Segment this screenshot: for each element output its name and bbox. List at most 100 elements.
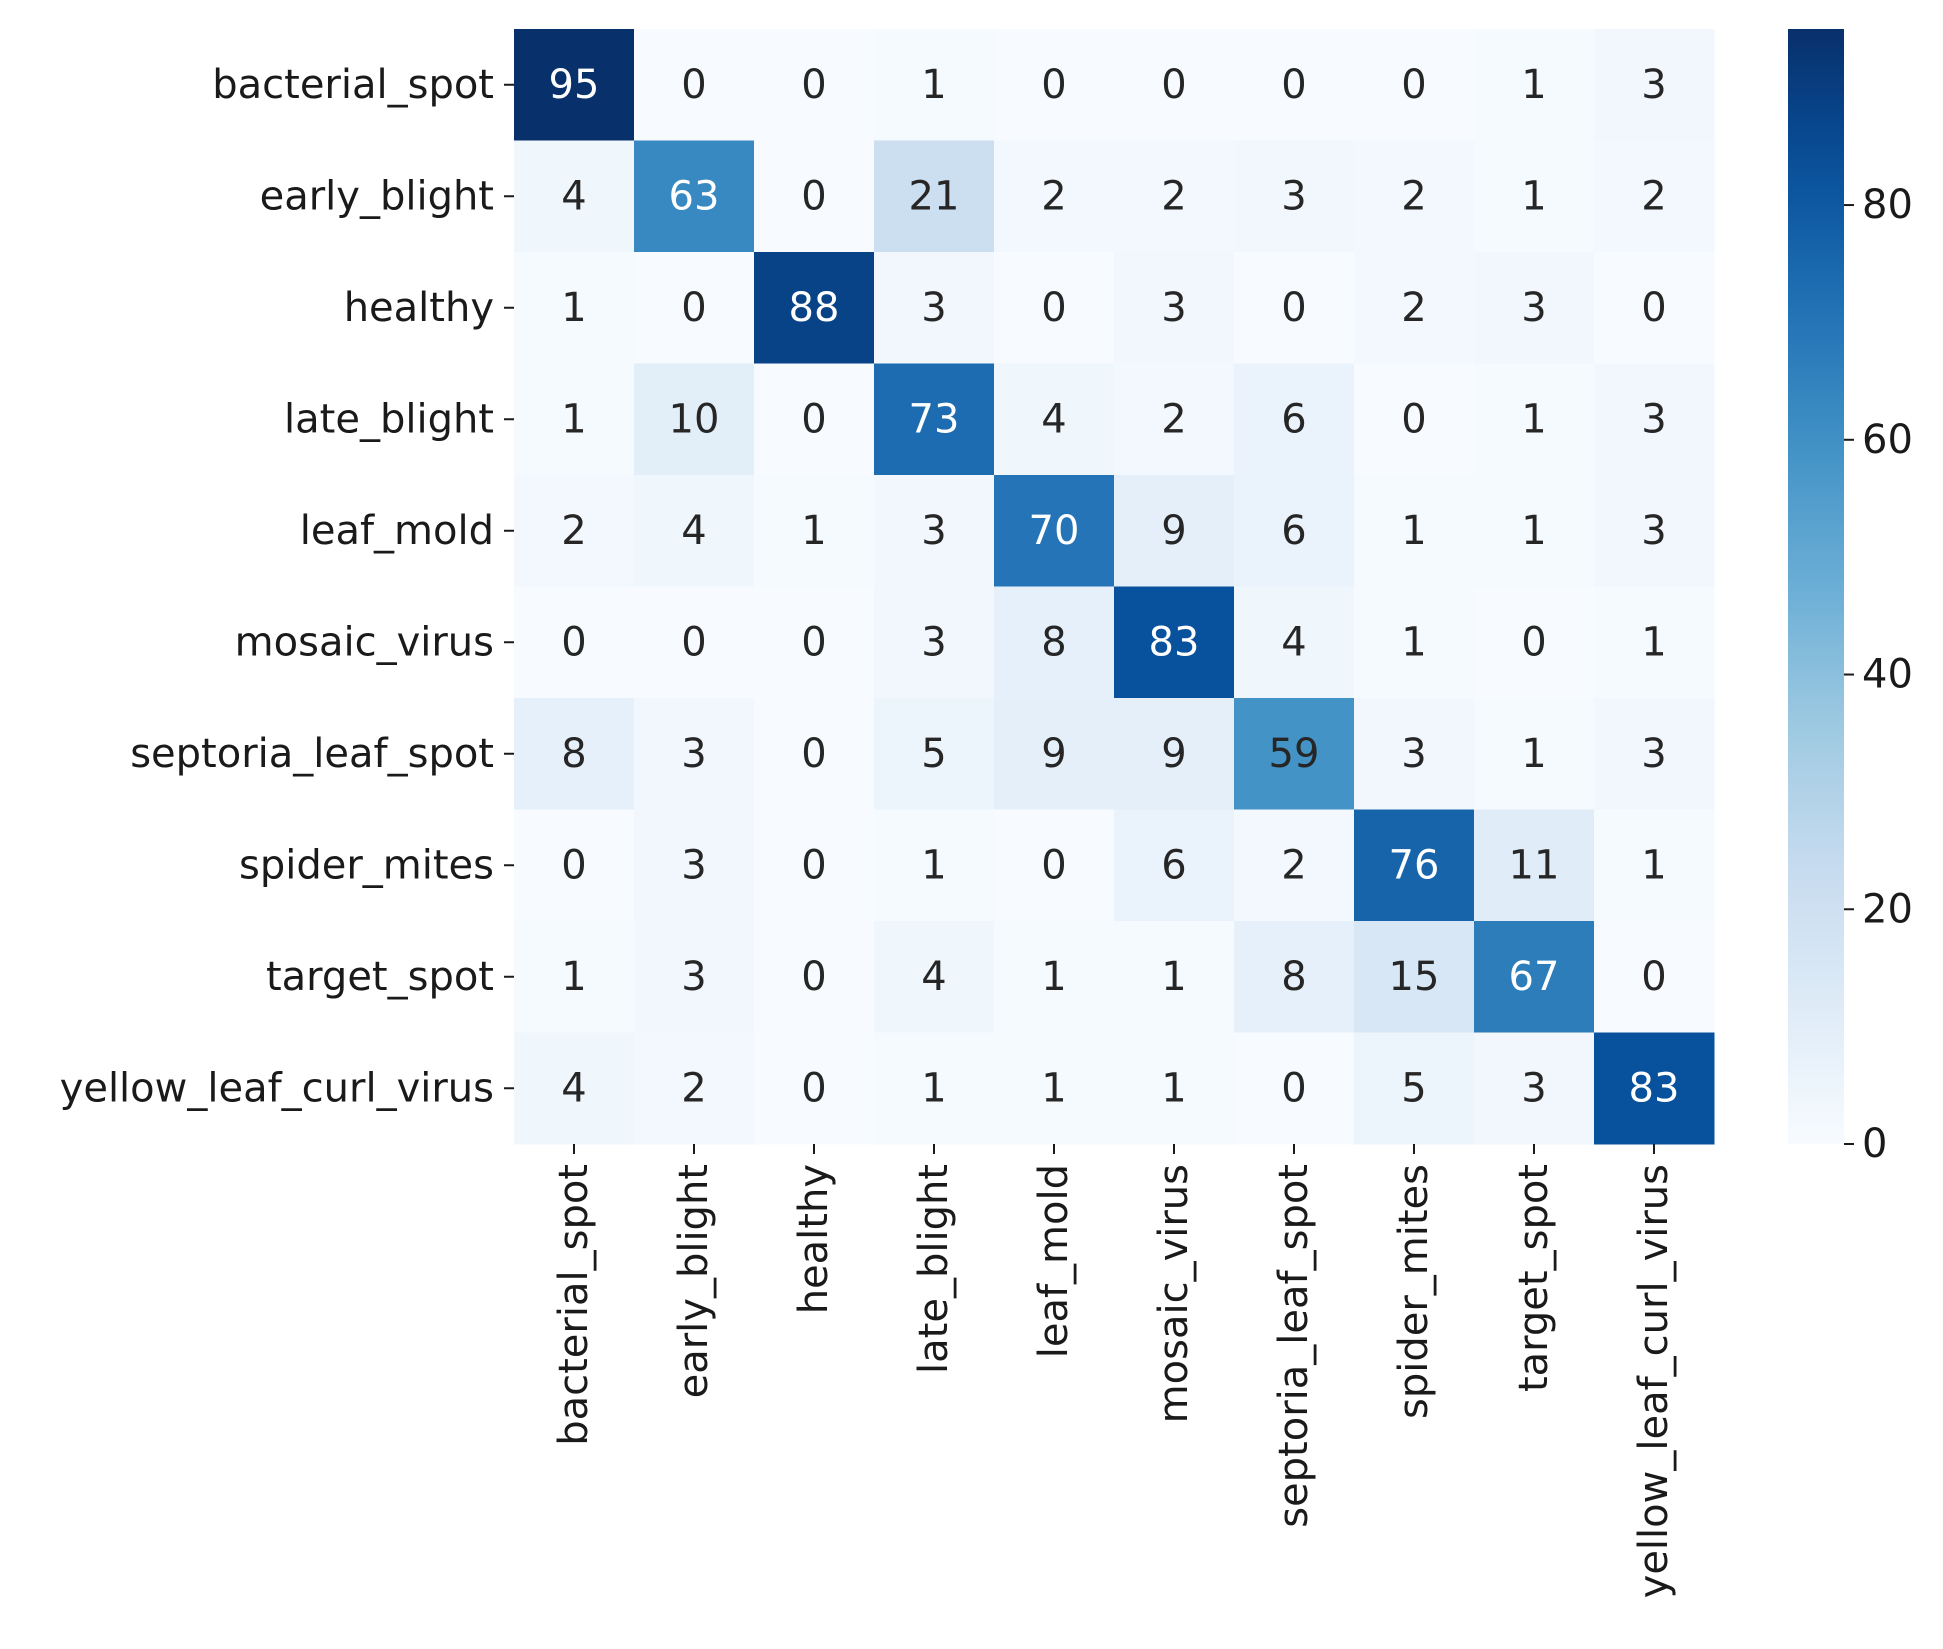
cell-value-yellow_leaf_curl_virus-bacterial_spot: 4	[561, 1065, 586, 1111]
cell-value-yellow_leaf_curl_virus-yellow_leaf_curl_virus: 83	[1629, 1065, 1680, 1111]
cell-late_blight-target_spot	[1474, 363, 1595, 476]
cell-spider_mites-yellow_leaf_curl_virus	[1594, 809, 1715, 922]
cell-value-healthy-spider_mites: 2	[1401, 285, 1426, 331]
cell-mosaic_virus-yellow_leaf_curl_virus	[1594, 586, 1715, 699]
cell-value-spider_mites-yellow_leaf_curl_virus: 1	[1641, 842, 1666, 888]
x-tick-label-bacterial_spot: bacterial_spot	[551, 1164, 597, 1446]
cell-value-target_spot-bacterial_spot: 1	[561, 954, 586, 1000]
cell-yellow_leaf_curl_virus-leaf_mold	[994, 1032, 1115, 1145]
cell-healthy-yellow_leaf_curl_virus	[1594, 252, 1715, 364]
cell-value-bacterial_spot-spider_mites: 0	[1401, 62, 1426, 108]
cell-leaf_mold-septoria_leaf_spot	[1234, 475, 1355, 587]
cell-value-target_spot-healthy: 0	[801, 954, 826, 1000]
cell-healthy-early_blight	[634, 252, 755, 364]
cell-mosaic_virus-septoria_leaf_spot	[1234, 586, 1355, 699]
cell-septoria_leaf_spot-spider_mites	[1354, 698, 1475, 810]
cell-early_blight-bacterial_spot	[514, 140, 635, 253]
cell-target_spot-healthy	[754, 921, 875, 1033]
cell-yellow_leaf_curl_virus-yellow_leaf_curl_virus	[1594, 1032, 1715, 1145]
cell-septoria_leaf_spot-mosaic_virus	[1114, 698, 1235, 810]
cell-value-bacterial_spot-early_blight: 0	[681, 62, 706, 108]
cell-value-leaf_mold-target_spot: 1	[1521, 508, 1546, 554]
cell-value-spider_mites-leaf_mold: 0	[1041, 842, 1066, 888]
cell-value-early_blight-bacterial_spot: 4	[561, 173, 586, 219]
cell-value-late_blight-bacterial_spot: 1	[561, 396, 586, 442]
x-tick-label-early_blight: early_blight	[671, 1164, 717, 1398]
cell-value-mosaic_virus-early_blight: 0	[681, 619, 706, 665]
cell-value-early_blight-septoria_leaf_spot: 3	[1281, 173, 1306, 219]
cell-value-leaf_mold-mosaic_virus: 9	[1161, 508, 1186, 554]
cell-value-mosaic_virus-late_blight: 3	[921, 619, 946, 665]
cell-target_spot-mosaic_virus	[1114, 921, 1235, 1033]
y-tick-label-early_blight: early_blight	[260, 173, 494, 219]
cell-late_blight-spider_mites	[1354, 363, 1475, 476]
cell-value-yellow_leaf_curl_virus-early_blight: 2	[681, 1065, 706, 1111]
cell-early_blight-early_blight	[634, 140, 755, 253]
cell-bacterial_spot-spider_mites	[1354, 29, 1475, 141]
cell-value-target_spot-yellow_leaf_curl_virus: 0	[1641, 954, 1666, 1000]
cell-late_blight-healthy	[754, 363, 875, 476]
cell-yellow_leaf_curl_virus-early_blight	[634, 1032, 755, 1145]
cell-value-early_blight-leaf_mold: 2	[1041, 173, 1066, 219]
cell-value-leaf_mold-spider_mites: 1	[1401, 508, 1426, 554]
x-tick-label-late_blight: late_blight	[911, 1164, 957, 1374]
cell-value-yellow_leaf_curl_virus-target_spot: 3	[1521, 1065, 1546, 1111]
cell-early_blight-leaf_mold	[994, 140, 1115, 253]
cell-leaf_mold-spider_mites	[1354, 475, 1475, 587]
cell-value-mosaic_virus-mosaic_virus: 83	[1149, 619, 1200, 665]
cell-healthy-spider_mites	[1354, 252, 1475, 364]
heatmap-cells	[514, 29, 1715, 1145]
cell-value-septoria_leaf_spot-septoria_leaf_spot: 59	[1269, 731, 1320, 777]
cell-spider_mites-spider_mites	[1354, 809, 1475, 922]
cell-value-early_blight-late_blight: 21	[909, 173, 960, 219]
x-tick-label-septoria_leaf_spot: septoria_leaf_spot	[1271, 1164, 1317, 1528]
cell-value-yellow_leaf_curl_virus-late_blight: 1	[921, 1065, 946, 1111]
cell-value-target_spot-spider_mites: 15	[1389, 954, 1440, 1000]
x-axis-tick-labels: bacterial_spot early_blight healthy late_bl…	[551, 1144, 1677, 1598]
cell-septoria_leaf_spot-late_blight	[874, 698, 995, 810]
cell-mosaic_virus-early_blight	[634, 586, 755, 699]
cell-value-bacterial_spot-bacterial_spot: 95	[549, 62, 600, 108]
colorbar: 0 20 40 60 80	[1788, 29, 1913, 1167]
cell-value-septoria_leaf_spot-healthy: 0	[801, 731, 826, 777]
cell-value-late_blight-early_blight: 10	[669, 396, 720, 442]
cell-leaf_mold-late_blight	[874, 475, 995, 587]
y-tick-label-healthy: healthy	[344, 285, 494, 331]
cell-value-healthy-bacterial_spot: 1	[561, 285, 586, 331]
y-tick-label-late_blight: late_blight	[284, 396, 494, 442]
cell-value-mosaic_virus-septoria_leaf_spot: 4	[1281, 619, 1306, 665]
cell-value-labels: 95 0 0 1 0 0 0 0 1 34 63 0 21 2 2 3 2 1 21 0 88 3 0 3 0 2 3 01 10 0 73…	[549, 62, 1680, 1112]
cell-value-bacterial_spot-target_spot: 1	[1521, 62, 1546, 108]
cell-value-spider_mites-septoria_leaf_spot: 2	[1281, 842, 1306, 888]
cell-yellow_leaf_curl_virus-healthy	[754, 1032, 875, 1145]
cell-value-leaf_mold-septoria_leaf_spot: 6	[1281, 508, 1306, 554]
cell-mosaic_virus-healthy	[754, 586, 875, 699]
cell-early_blight-healthy	[754, 140, 875, 253]
cell-value-leaf_mold-yellow_leaf_curl_virus: 3	[1641, 508, 1666, 554]
cell-bacterial_spot-healthy	[754, 29, 875, 141]
cell-value-late_blight-spider_mites: 0	[1401, 396, 1426, 442]
cell-leaf_mold-mosaic_virus	[1114, 475, 1235, 587]
cell-target_spot-bacterial_spot	[514, 921, 635, 1033]
y-tick-label-yellow_leaf_curl_virus: yellow_leaf_curl_virus	[60, 1065, 494, 1111]
cell-value-spider_mites-healthy: 0	[801, 842, 826, 888]
cell-value-late_blight-late_blight: 73	[909, 396, 960, 442]
cell-value-septoria_leaf_spot-target_spot: 1	[1521, 731, 1546, 777]
cell-leaf_mold-target_spot	[1474, 475, 1595, 587]
cell-spider_mites-late_blight	[874, 809, 995, 922]
cell-value-late_blight-leaf_mold: 4	[1041, 396, 1066, 442]
cell-value-target_spot-late_blight: 4	[921, 954, 946, 1000]
cell-value-early_blight-healthy: 0	[801, 173, 826, 219]
cell-value-spider_mites-mosaic_virus: 6	[1161, 842, 1186, 888]
cell-bacterial_spot-mosaic_virus	[1114, 29, 1235, 141]
cell-septoria_leaf_spot-bacterial_spot	[514, 698, 635, 810]
cell-value-late_blight-healthy: 0	[801, 396, 826, 442]
x-tick-label-leaf_mold: leaf_mold	[1031, 1164, 1077, 1358]
cell-value-healthy-leaf_mold: 0	[1041, 285, 1066, 331]
cell-target_spot-spider_mites	[1354, 921, 1475, 1033]
cell-value-target_spot-leaf_mold: 1	[1041, 954, 1066, 1000]
cell-healthy-healthy	[754, 252, 875, 364]
cell-value-late_blight-mosaic_virus: 2	[1161, 396, 1186, 442]
